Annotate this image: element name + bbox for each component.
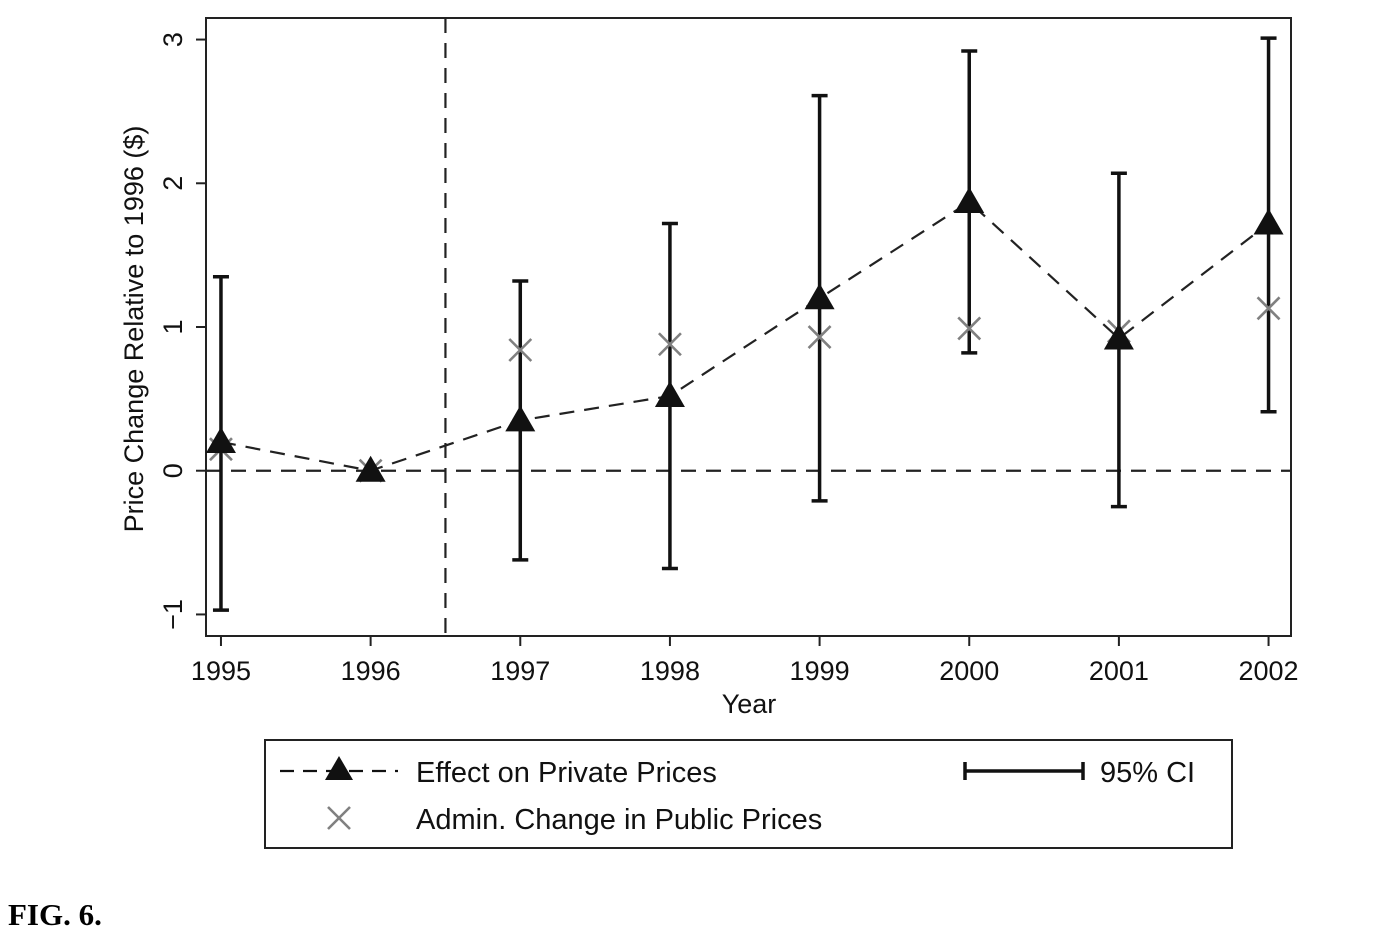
- public-price-point-stroke: [957, 316, 982, 341]
- private-price-point: [804, 283, 835, 310]
- public-price-point-stroke: [658, 332, 682, 357]
- private-price-point: [1253, 208, 1284, 235]
- legend: Effect on Private Prices Admin. Change i…: [264, 739, 1233, 849]
- private-price-point: [355, 455, 386, 482]
- plot-area: 1995 1996 1997 1998 1999 2000 2001 2002 −1 0 1 2 3: [158, 18, 1299, 686]
- y-tick-label: 2: [158, 176, 188, 191]
- y-tick-label: −1: [158, 599, 188, 630]
- private-price-point: [954, 186, 985, 213]
- y-axis-title: Price Change Relative to 1996 ($): [119, 126, 149, 533]
- legend-label-private: Effect on Private Prices: [416, 757, 717, 789]
- public-price-point: [508, 338, 533, 362]
- legend-triangle-icon: [325, 756, 353, 780]
- x-tick-label: 2002: [1239, 656, 1299, 686]
- legend-label-public: Admin. Change in Public Prices: [416, 804, 822, 836]
- x-tick-label: 1996: [341, 656, 401, 686]
- y-tick-label: 0: [158, 463, 188, 478]
- public-price-point: [1256, 296, 1281, 321]
- x-tick-label: 1999: [790, 656, 850, 686]
- legend-frame: [264, 739, 1233, 849]
- public-price-point: [807, 325, 832, 349]
- public-price-point-stroke: [1256, 296, 1281, 321]
- private-price-point: [205, 426, 236, 453]
- y-tick-label: 1: [158, 319, 188, 334]
- public-price-point: [957, 316, 982, 341]
- x-tick-label: 1998: [640, 656, 700, 686]
- x-tick-label: 1995: [191, 656, 251, 686]
- x-tick-label: 1997: [490, 656, 550, 686]
- private-price-point: [1103, 323, 1134, 350]
- public-price-point: [658, 332, 682, 357]
- legend-label-ci: 95% CI: [1100, 757, 1195, 789]
- x-tick-label: 2001: [1089, 656, 1149, 686]
- y-tick-label: 3: [158, 32, 188, 47]
- public-price-point-stroke: [508, 338, 533, 362]
- x-axis-title: Year: [722, 689, 777, 719]
- legend-ci-icon: [963, 762, 1085, 780]
- x-tick-label: 2000: [939, 656, 999, 686]
- public-price-point-stroke: [807, 325, 832, 349]
- private-price-point: [505, 405, 536, 432]
- legend-x-marker-icon: [327, 806, 351, 830]
- private-price-point: [654, 380, 685, 407]
- plot-frame: [205, 17, 1292, 637]
- figure-caption: FIG. 6.: [8, 897, 102, 932]
- private-prices-line: [220, 200, 1270, 472]
